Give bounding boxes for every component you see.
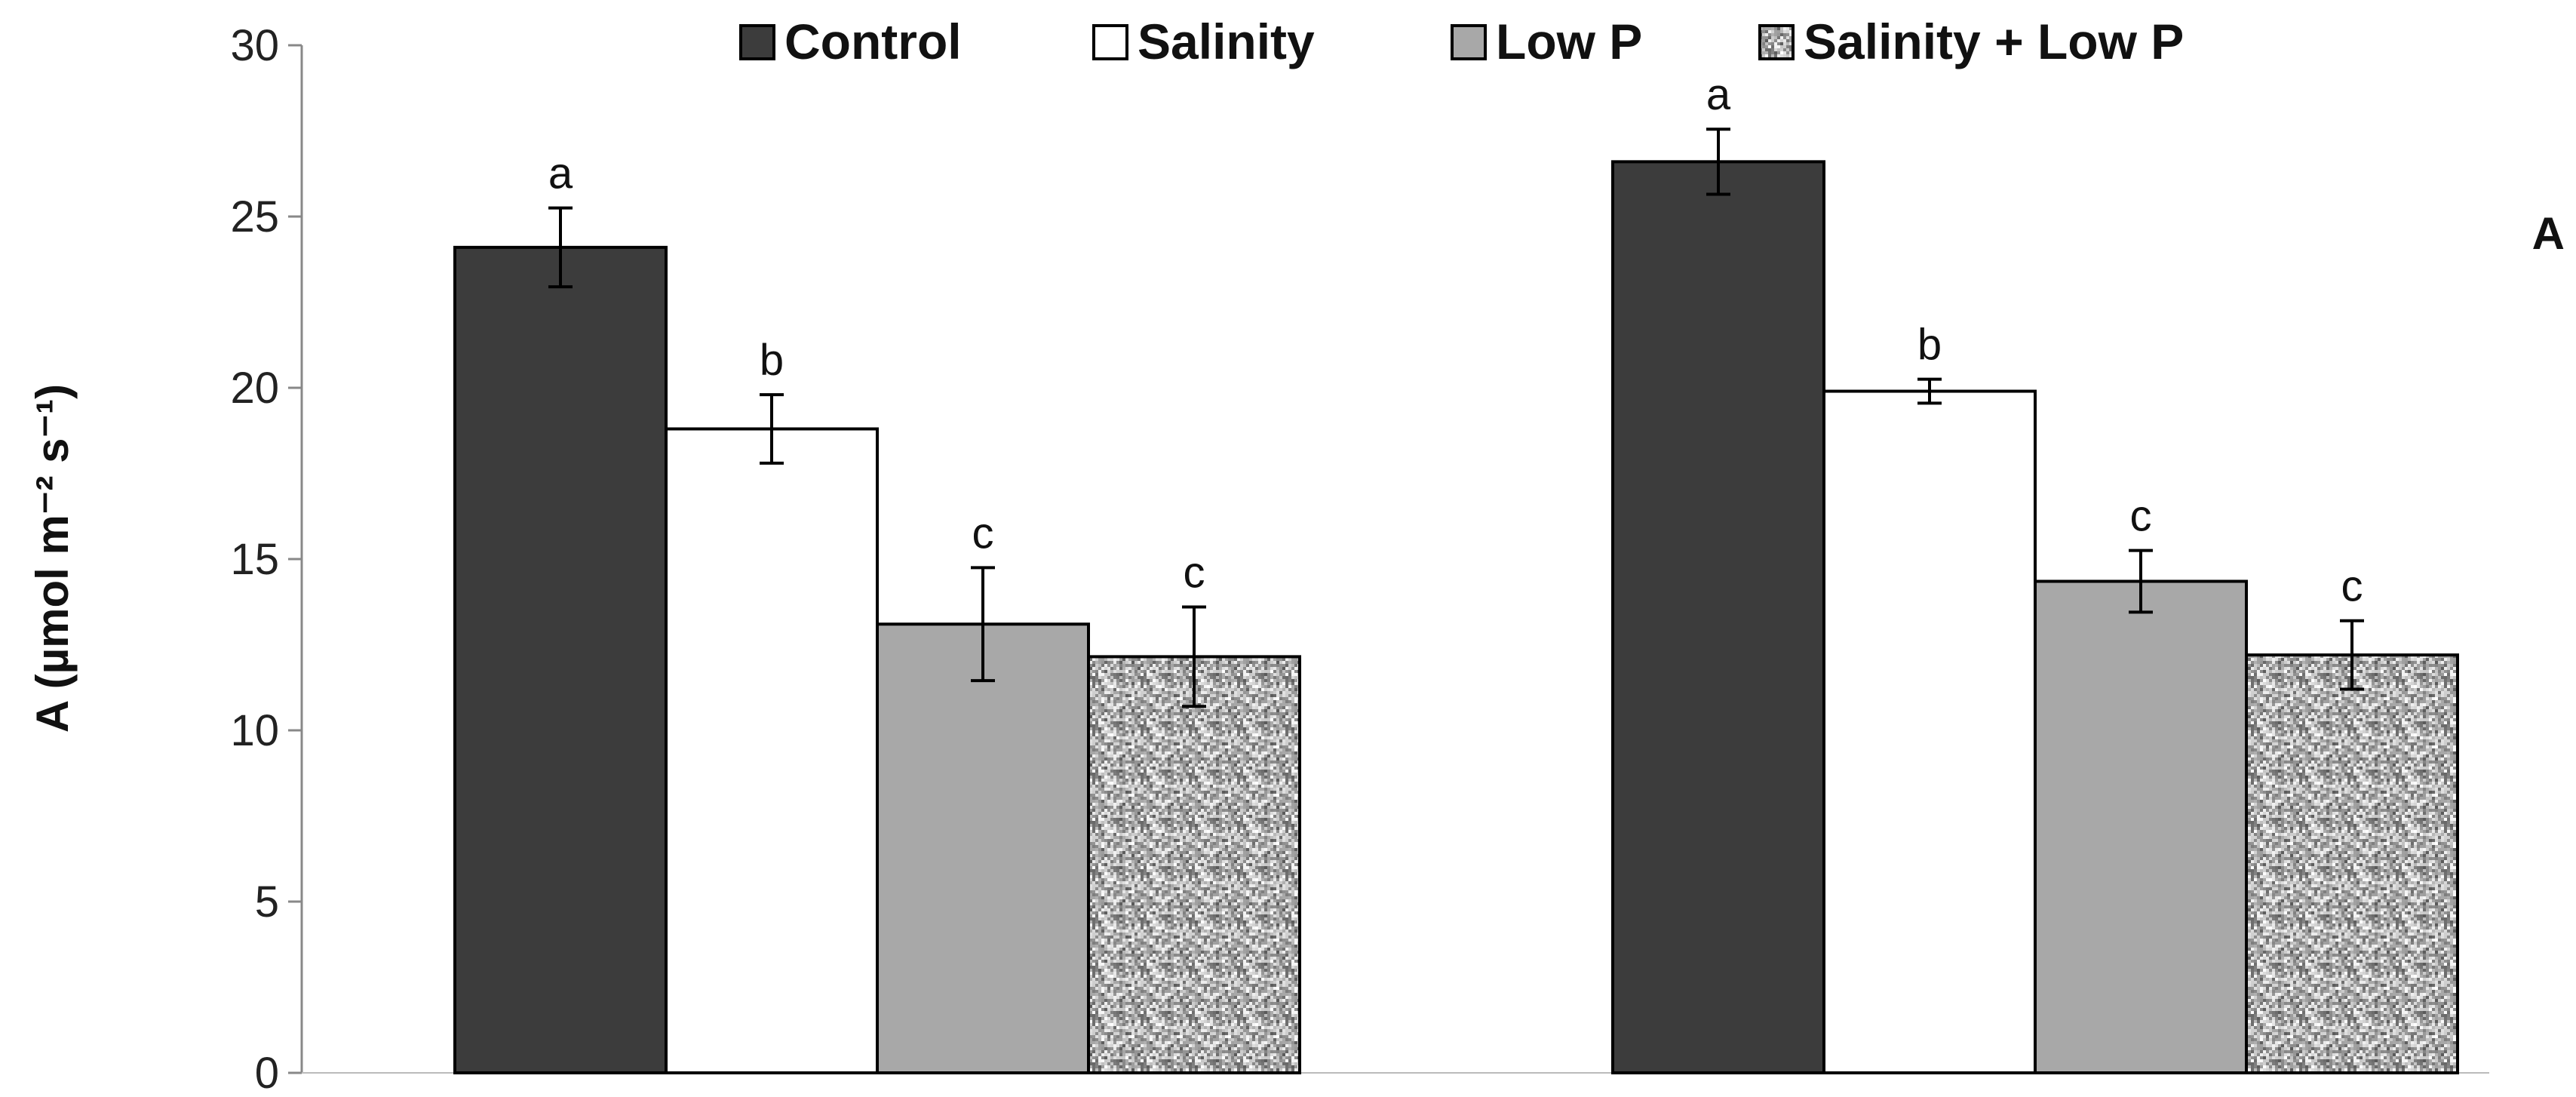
bars: a a b b c c c c: [453, 70, 2459, 1075]
bar: [2245, 653, 2459, 1074]
bar: [453, 245, 668, 1074]
significance-letter: b: [760, 336, 784, 385]
significance-letter: c: [1184, 548, 1205, 598]
legend-item: Salinity + Low P: [1758, 14, 2184, 69]
legend-item: Control: [739, 14, 962, 69]
y-tick-label: 20: [230, 364, 279, 413]
y-tick-label: 30: [230, 21, 279, 70]
significance-letter: c: [972, 509, 994, 558]
panel-label: A: [2532, 208, 2565, 259]
y-axis-label: A (µmol m⁻² s⁻¹): [27, 384, 78, 733]
legend-label: Low P: [1496, 14, 1642, 69]
bar: [2034, 579, 2248, 1074]
significance-letter: c: [2130, 492, 2152, 541]
legend-swatch: [1092, 24, 1128, 60]
error-bar: [1182, 605, 1206, 708]
legend-item: Low P: [1451, 14, 1642, 69]
error-bar: [2340, 619, 2364, 691]
y-tick-label: 10: [230, 706, 279, 755]
error-bar: [1706, 128, 1730, 196]
legend-label: Control: [784, 14, 962, 69]
bar: [876, 622, 1090, 1074]
significance-letter: a: [548, 149, 573, 198]
error-bar: [2129, 548, 2153, 614]
y-tick-label: 25: [230, 192, 279, 241]
bar: [1822, 389, 2037, 1074]
bar: [1611, 160, 1825, 1075]
y-tick-label: 5: [255, 877, 279, 926]
legend-item: Salinity: [1092, 14, 1315, 69]
legend: Control Salinity Low P Salinity + Low P: [739, 14, 2184, 69]
legend-label: Salinity + Low P: [1804, 14, 2184, 69]
y-axis: 0 5 10 15 20 25 30: [230, 21, 2489, 1097]
legend-label: Salinity: [1138, 14, 1315, 69]
significance-letter: c: [2341, 562, 2363, 611]
significance-letter: b: [1917, 321, 1942, 370]
legend-swatch: [739, 24, 775, 60]
legend-swatch: [1451, 24, 1487, 60]
error-bar: [971, 566, 995, 683]
error-bar: [548, 206, 573, 289]
bar: [1087, 655, 1301, 1074]
y-tick-label: 15: [230, 535, 279, 584]
bar: [665, 427, 879, 1074]
error-bar: [760, 393, 784, 465]
y-tick-label: 0: [255, 1049, 279, 1097]
legend-swatch: [1758, 24, 1795, 60]
error-bar: [1917, 377, 1942, 405]
significance-letter: a: [1706, 70, 1731, 119]
